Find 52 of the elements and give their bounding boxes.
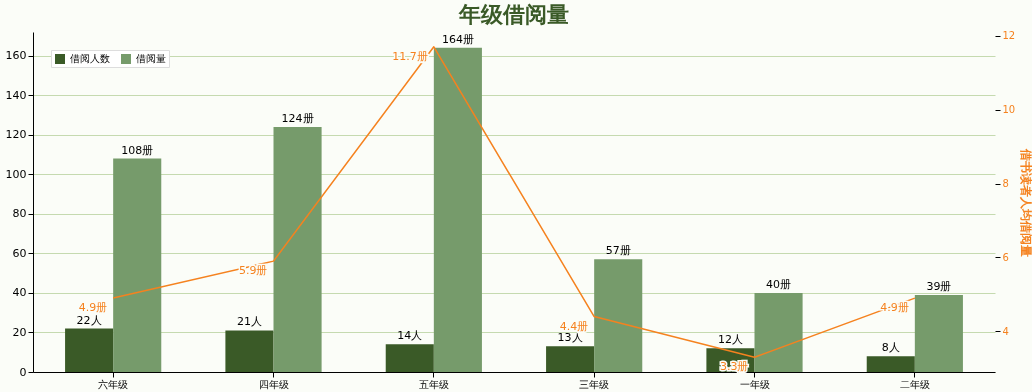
bar [113, 158, 162, 372]
bar [225, 330, 274, 372]
y-tick-label: 80 [12, 207, 27, 221]
bar [65, 328, 114, 372]
legend-label: 借阅人数 [70, 53, 110, 64]
bar [273, 126, 322, 372]
y2-tick-label: 6 [1002, 251, 1009, 263]
x-tick-label: 三年级 [579, 378, 610, 390]
x-tick-label: 四年级 [258, 378, 289, 390]
data-label: 8人 [881, 341, 900, 355]
data-label: 4.9册 [78, 301, 108, 315]
y2-tick-label: 12 [1002, 30, 1016, 42]
y-tick-label: 120 [5, 128, 27, 142]
y-tick-label: 100 [5, 167, 27, 181]
y-tick-label: 0 [19, 365, 27, 379]
data-label: 5.9册 [239, 264, 268, 278]
bar [866, 356, 915, 372]
bar [385, 344, 434, 372]
x-tick-label: 一年级 [739, 378, 770, 390]
bar [594, 259, 643, 372]
data-label: 13人 [557, 331, 583, 345]
y-tick-label: 160 [5, 49, 27, 63]
data-label: 57册 [605, 244, 631, 258]
data-label: 4.4册 [559, 319, 589, 333]
data-label: 21人 [236, 315, 262, 329]
bar [546, 346, 595, 372]
x-tick-label: 五年级 [418, 378, 449, 390]
y-tick-label: 40 [12, 286, 27, 300]
bar [914, 294, 963, 372]
bar [433, 47, 482, 372]
y2-axis-title: 借书读者人均借阅量 [1019, 147, 1032, 257]
legend-label: 借阅量 [136, 53, 166, 64]
data-label: 39册 [926, 279, 952, 293]
y2-tick-label: 10 [1002, 104, 1016, 116]
y-tick-label: 20 [12, 325, 27, 339]
data-label: 3.3册 [720, 360, 749, 374]
data-label: 124册 [281, 111, 314, 125]
line-series [112, 46, 916, 358]
data-label: 14人 [397, 329, 423, 343]
y-tick-label: 60 [12, 246, 27, 260]
data-label: 164册 [441, 32, 474, 46]
data-label: 108册 [121, 143, 154, 157]
data-label: 22人 [76, 313, 102, 327]
data-label: 40册 [766, 277, 792, 291]
data-label: 12人 [717, 333, 743, 347]
bar [754, 292, 803, 372]
y2-tick-label: 4 [1002, 325, 1009, 337]
x-tick-label: 二年级 [899, 378, 930, 390]
y2-tick-label: 8 [1002, 178, 1009, 190]
y-tick-label: 140 [5, 88, 27, 102]
x-tick-label: 六年级 [98, 378, 129, 390]
chart-title: 年级借阅量 [458, 1, 569, 27]
